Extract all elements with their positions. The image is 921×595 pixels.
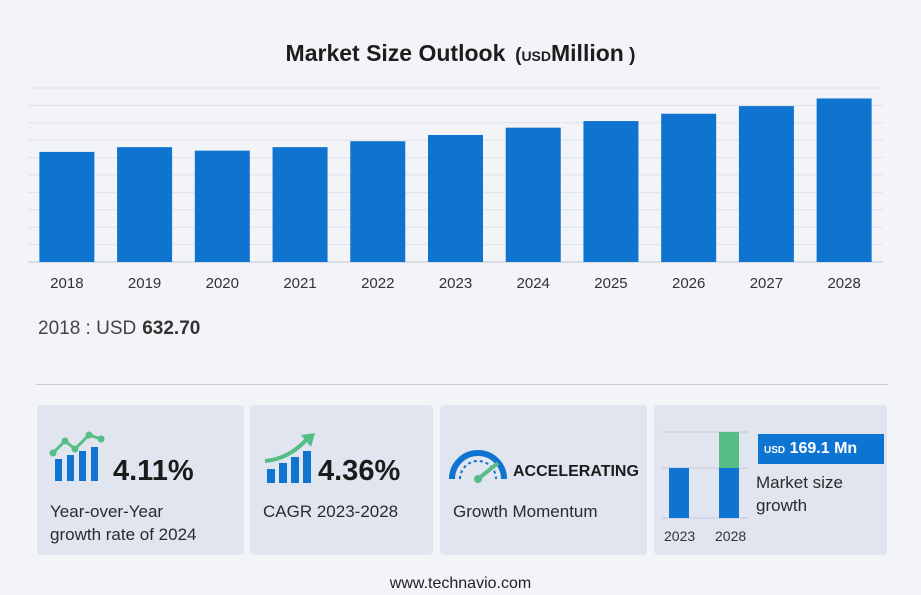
x-tick-2020: 2020 (206, 275, 239, 292)
footer-url: www.technavio.com (389, 575, 532, 592)
x-tick-2023: 2023 (439, 275, 472, 292)
bar-2019 (117, 147, 173, 262)
growth-badge-value: 169.1 Mn (789, 440, 858, 457)
x-tick-2018: 2018 (50, 275, 83, 292)
x-tick-2022: 2022 (361, 275, 394, 292)
growth-badge-usd: USD (764, 445, 786, 456)
x-axis-ticks: 2018 2019 2020 2021 2022 2023 2024 2025 2026 2027… (50, 275, 861, 292)
bar-2023 (428, 134, 483, 262)
momentum-label: Growth Momentum (453, 502, 598, 521)
bar-2024 (505, 127, 561, 262)
bar-2020 (194, 150, 250, 262)
mini-year-end: 2028 (715, 528, 747, 544)
speedometer-icon (449, 450, 507, 483)
chart-bars (39, 98, 872, 262)
bar-2018 (39, 151, 95, 262)
chart-title: Market Size Outlook (USDMillion ) (285, 40, 636, 66)
chart-title-text: Market Size Outlook (285, 40, 506, 66)
trend-up-bars-icon (49, 431, 105, 481)
bar-2025 (583, 121, 639, 262)
cagr-label: CAGR 2023-2028 (263, 502, 399, 521)
mini-bar-2028-base (719, 468, 739, 518)
section-divider (36, 384, 888, 385)
growth-card: 2023 2028 USD 169.1 Mn Market size growt… (654, 405, 887, 555)
growth-badge: USD 169.1 Mn (758, 434, 884, 464)
base-year-number: 632.70 (142, 318, 201, 339)
base-year-value: 2018 : USD 632.70 (38, 318, 200, 340)
x-tick-2027: 2027 (750, 275, 783, 292)
bar-2022 (350, 141, 406, 262)
x-tick-2024: 2024 (517, 275, 550, 292)
momentum-value: ACCELERATING (513, 463, 639, 480)
chart-title-unit: Million (551, 40, 624, 66)
yoy-label: Year-over-Year growth rate of 2024 (50, 500, 196, 546)
x-tick-2028: 2028 (827, 275, 860, 292)
chart-title-usd: USD (521, 48, 551, 64)
mini-growth-chart (662, 431, 748, 519)
growth-label: Market size growth (756, 471, 843, 517)
yoy-value: 4.11% (113, 455, 194, 487)
yoy-card: 4.11% Year-over-Year growth rate of 2024 (37, 405, 244, 555)
cagr-value: 4.36% (318, 455, 401, 487)
mini-bar-2023 (669, 468, 689, 518)
yoy-label-line1: Year-over-Year (50, 502, 164, 521)
momentum-card: ACCELERATING Growth Momentum (440, 405, 647, 555)
cagr-card: 4.36% CAGR 2023-2028 (250, 405, 433, 555)
bar-2026 (661, 113, 717, 262)
x-tick-2026: 2026 (672, 275, 705, 292)
x-tick-2025: 2025 (594, 275, 627, 292)
bar-chart: 2018 2019 2020 2021 2022 2023 2024 2025 2026 2027… (28, 87, 883, 292)
growth-arrow-bars-icon (264, 433, 315, 483)
mini-bar-2028-growth (719, 432, 739, 468)
x-tick-2019: 2019 (128, 275, 161, 292)
growth-label-line2: growth (756, 496, 808, 515)
mini-year-start: 2023 (664, 528, 696, 544)
yoy-label-line2: growth rate of 2024 (50, 525, 197, 544)
growth-label-line1: Market size (756, 473, 843, 492)
bar-2028 (816, 98, 872, 262)
bar-2027 (738, 106, 794, 262)
base-year-label: 2018 : USD (38, 318, 137, 339)
x-tick-2021: 2021 (283, 275, 316, 292)
bar-2021 (272, 147, 328, 262)
